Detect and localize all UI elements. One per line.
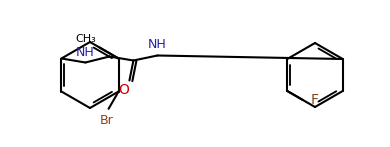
Text: CH₃: CH₃ xyxy=(76,35,97,45)
Text: Br: Br xyxy=(100,114,113,127)
Text: F: F xyxy=(311,93,319,107)
Text: O: O xyxy=(118,83,129,97)
Text: NH: NH xyxy=(76,46,95,59)
Text: NH: NH xyxy=(148,37,167,51)
